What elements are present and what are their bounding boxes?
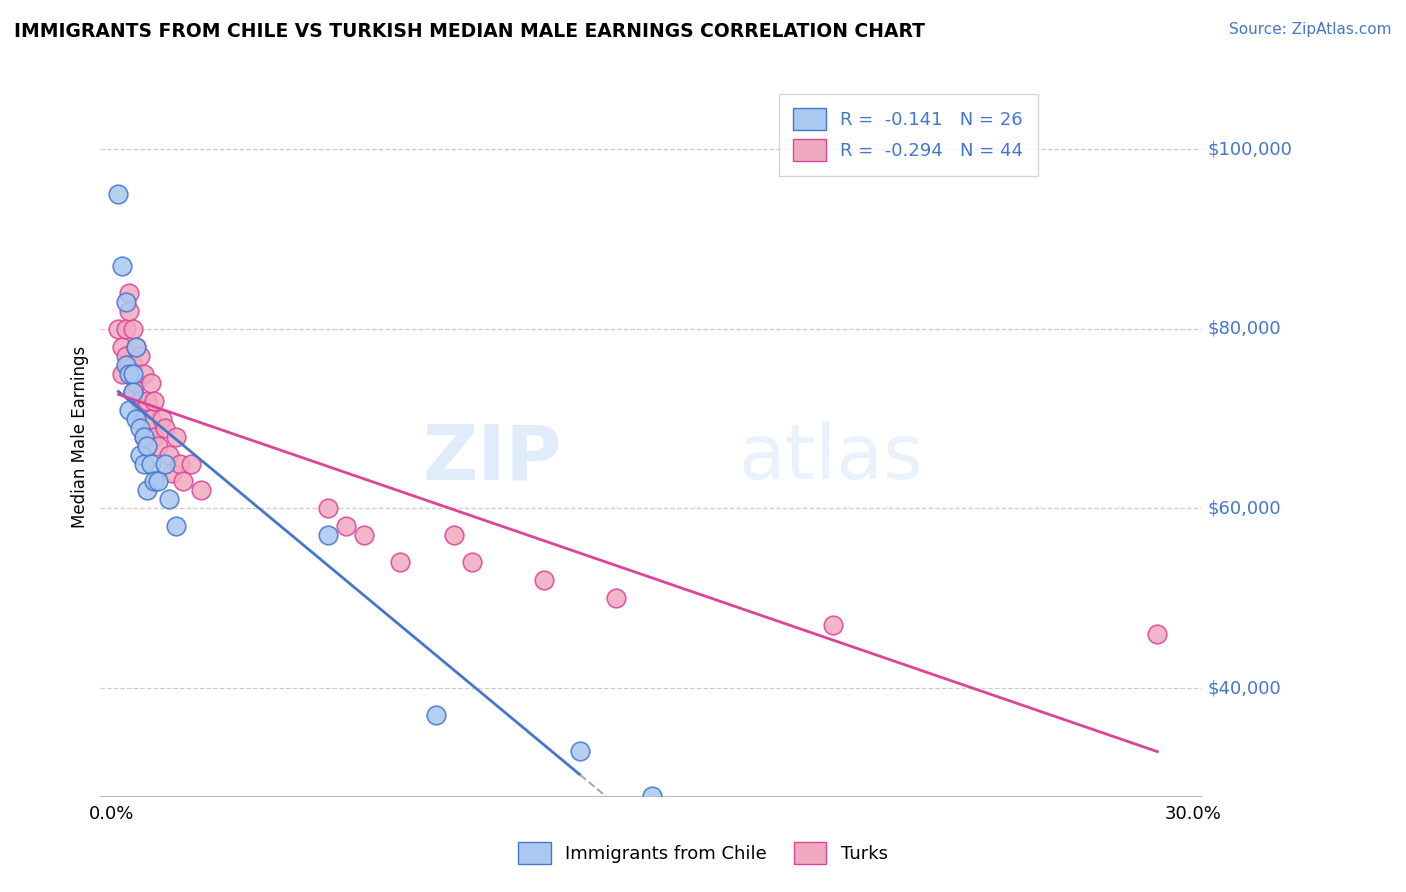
Point xyxy=(316,501,339,516)
Point xyxy=(162,466,184,480)
Point xyxy=(118,285,141,300)
Point xyxy=(121,358,143,372)
Point xyxy=(118,367,141,381)
Point xyxy=(125,340,148,354)
Point xyxy=(111,340,134,354)
Point xyxy=(114,358,136,372)
Point xyxy=(150,411,173,425)
Point xyxy=(114,322,136,336)
Point xyxy=(155,457,177,471)
Text: $100,000: $100,000 xyxy=(1208,140,1292,158)
Legend: Immigrants from Chile, Turks: Immigrants from Chile, Turks xyxy=(503,828,903,879)
Point xyxy=(165,429,187,443)
Text: atlas: atlas xyxy=(738,421,924,495)
Point xyxy=(143,475,166,489)
Text: $60,000: $60,000 xyxy=(1208,500,1281,517)
Point xyxy=(316,528,339,542)
Point xyxy=(139,411,162,425)
Point xyxy=(139,457,162,471)
Point xyxy=(114,349,136,363)
Point xyxy=(569,744,592,758)
Point xyxy=(169,457,191,471)
Point xyxy=(129,349,152,363)
Point xyxy=(111,259,134,273)
Point xyxy=(190,483,212,498)
Point xyxy=(129,420,152,434)
Point xyxy=(118,402,141,417)
Point xyxy=(132,429,155,443)
Point xyxy=(118,304,141,318)
Point xyxy=(121,384,143,399)
Point xyxy=(821,618,844,632)
Point xyxy=(605,591,627,606)
Point xyxy=(107,322,129,336)
Y-axis label: Median Male Earnings: Median Male Earnings xyxy=(72,345,89,528)
Point xyxy=(136,439,159,453)
Point xyxy=(461,555,484,569)
Text: Source: ZipAtlas.com: Source: ZipAtlas.com xyxy=(1229,22,1392,37)
Text: $40,000: $40,000 xyxy=(1208,679,1281,697)
Point xyxy=(121,367,143,381)
Point xyxy=(146,475,169,489)
Point xyxy=(125,376,148,390)
Point xyxy=(111,367,134,381)
Point xyxy=(143,429,166,443)
Text: ZIP: ZIP xyxy=(423,421,562,495)
Point xyxy=(155,420,177,434)
Point xyxy=(121,322,143,336)
Point xyxy=(157,492,180,507)
Point xyxy=(180,457,202,471)
Point xyxy=(388,555,411,569)
Point xyxy=(533,574,555,588)
Point xyxy=(172,475,194,489)
Point xyxy=(425,708,447,723)
Text: IMMIGRANTS FROM CHILE VS TURKISH MEDIAN MALE EARNINGS CORRELATION CHART: IMMIGRANTS FROM CHILE VS TURKISH MEDIAN … xyxy=(14,22,925,41)
Point xyxy=(132,402,155,417)
Point xyxy=(125,411,148,425)
Point xyxy=(125,340,148,354)
Point xyxy=(136,429,159,443)
Point xyxy=(121,384,143,399)
Point xyxy=(129,448,152,462)
Point xyxy=(136,393,159,408)
Point xyxy=(641,789,664,803)
Point xyxy=(146,439,169,453)
Point xyxy=(335,519,357,533)
Point xyxy=(132,457,155,471)
Legend: R =  -0.141   N = 26, R =  -0.294   N = 44: R = -0.141 N = 26, R = -0.294 N = 44 xyxy=(779,94,1038,176)
Point xyxy=(353,528,375,542)
Point xyxy=(107,187,129,202)
Point xyxy=(114,294,136,309)
Point xyxy=(143,393,166,408)
Point xyxy=(1146,627,1168,641)
Point xyxy=(165,519,187,533)
Point xyxy=(132,367,155,381)
Text: $80,000: $80,000 xyxy=(1208,320,1281,338)
Point xyxy=(157,448,180,462)
Point xyxy=(132,429,155,443)
Point xyxy=(118,358,141,372)
Point xyxy=(136,483,159,498)
Point xyxy=(129,393,152,408)
Point xyxy=(443,528,465,542)
Point xyxy=(139,376,162,390)
